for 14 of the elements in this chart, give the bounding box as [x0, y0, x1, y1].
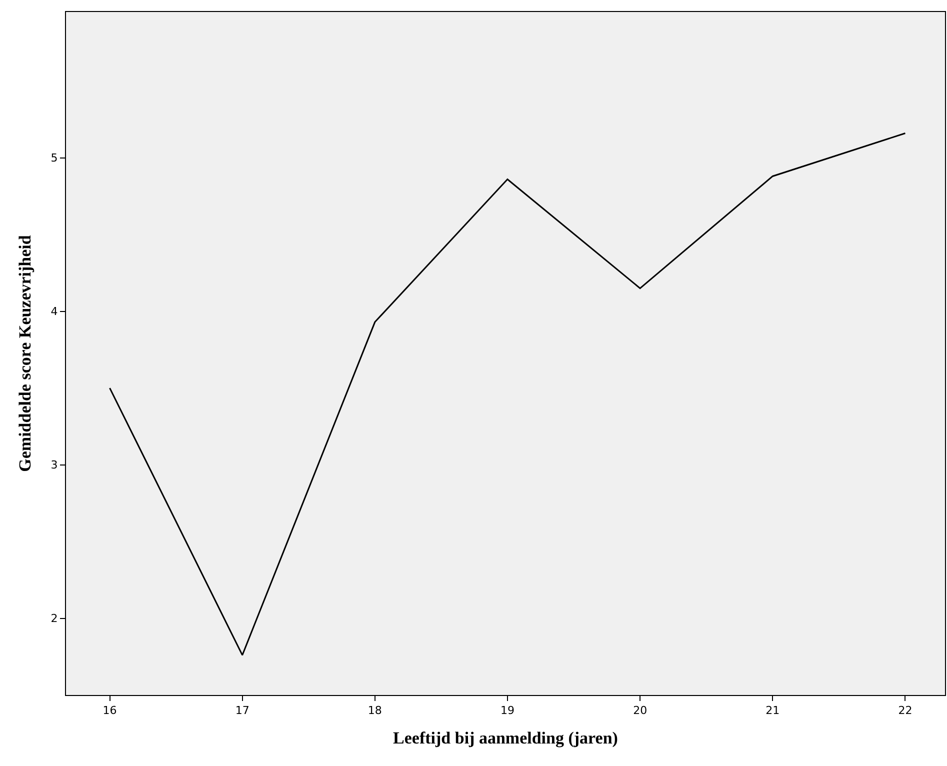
- x-tick-label: 17: [235, 704, 250, 718]
- y-tick-label: 4: [50, 305, 58, 318]
- x-tick-label: 22: [898, 704, 912, 718]
- y-tick-label: 2: [50, 612, 58, 626]
- x-tick-label: 16: [102, 704, 117, 718]
- y-tick-label: 3: [50, 458, 58, 472]
- x-axis-title: Leeftijd bij aanmelding (jaren): [393, 728, 618, 748]
- x-tick-label: 19: [500, 704, 514, 718]
- line-series: [109, 132, 906, 656]
- x-tick-label: 20: [633, 704, 648, 718]
- y-axis-title: Gemiddelde score Keuzevrijheid: [15, 234, 34, 472]
- y-tick-label: 5: [50, 152, 58, 165]
- x-tick-label: 21: [766, 704, 780, 718]
- x-tick-label: 18: [368, 704, 382, 718]
